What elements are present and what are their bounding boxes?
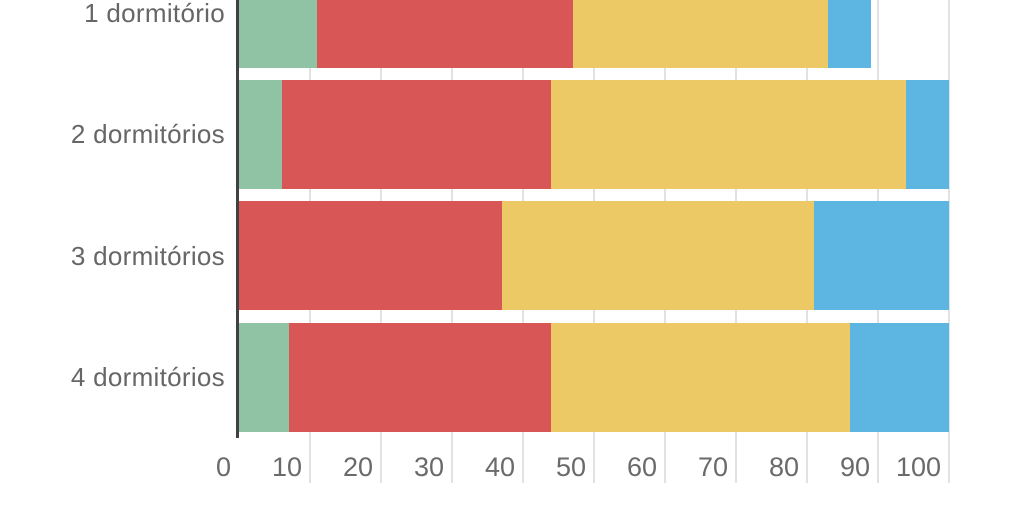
- y-axis-label-2: 2 dormitórios: [70, 119, 225, 149]
- y-axis-label-3: 3 dormitórios: [70, 241, 225, 271]
- bar4-series-yellow: [551, 323, 850, 432]
- x-axis-tick-label-70: 70: [697, 452, 728, 482]
- bar1-series-red: [317, 0, 573, 68]
- bar4-series-green: [239, 323, 289, 432]
- gridline-100: [948, 0, 950, 483]
- x-axis-tick-label-80: 80: [768, 452, 799, 482]
- x-axis-tick-label-40: 40: [484, 452, 515, 482]
- x-axis-tick-label-60: 60: [626, 452, 657, 482]
- y-axis-label-4: 4 dormitórios: [70, 362, 225, 392]
- bar3-series-blue: [814, 201, 949, 310]
- bar1-series-blue: [828, 0, 871, 68]
- x-axis-tick-label-0: 0: [215, 452, 231, 482]
- x-axis-tick-label-90: 90: [839, 452, 870, 482]
- bar2-series-red: [281, 80, 552, 189]
- bar2-series-green: [239, 80, 282, 189]
- bar4-series-blue: [849, 323, 949, 432]
- x-axis-tick-label-20: 20: [342, 452, 373, 482]
- bar1-series-yellow: [572, 0, 829, 68]
- y-axis-label-1: 1 dormitório: [84, 0, 225, 28]
- bar2-series-blue: [906, 80, 949, 189]
- bar3-series-red: [239, 201, 502, 310]
- bar2-series-yellow: [551, 80, 907, 189]
- y-axis-line: [236, 0, 239, 438]
- x-axis-tick-label-50: 50: [555, 452, 586, 482]
- bar3-series-yellow: [501, 201, 815, 310]
- x-axis-tick-label-10: 10: [271, 452, 302, 482]
- bar1-series-green: [239, 0, 318, 68]
- x-axis-tick-label-30: 30: [413, 452, 444, 482]
- bar4-series-red: [288, 323, 552, 432]
- x-axis-tick-label-100: 100: [895, 452, 941, 482]
